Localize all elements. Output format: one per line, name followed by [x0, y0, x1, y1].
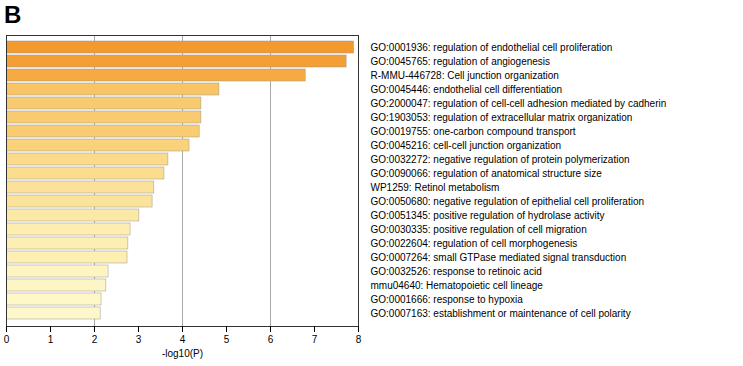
svg-text:GO:2000047: regulation of cell: GO:2000047: regulation of cell-cell adhe…: [371, 98, 667, 109]
svg-text:GO:0019755: one-carbon compoun: GO:0019755: one-carbon compound transpor…: [371, 126, 576, 137]
svg-text:3: 3: [136, 334, 142, 345]
svg-text:GO:0045765: regulation of angi: GO:0045765: regulation of angiogenesis: [371, 56, 551, 67]
svg-text:GO:0032272: negative regulatio: GO:0032272: negative regulation of prote…: [371, 154, 630, 165]
svg-text:GO:0045216: cell-cell junction: GO:0045216: cell-cell junction organizat…: [371, 140, 562, 151]
html-text:B: B: [4, 1, 22, 28]
svg-text:-log10(P): -log10(P): [162, 348, 203, 359]
svg-text:GO:0007163: establishment or m: GO:0007163: establishment or maintenance…: [371, 308, 631, 319]
svg-text:GO:0032526: response to retino: GO:0032526: response to retinoic acid: [371, 266, 542, 277]
svg-text:GO:0090066: regulation of anat: GO:0090066: regulation of anatomical str…: [371, 168, 603, 179]
svg-text:GO:0022604: regulation of cell: GO:0022604: regulation of cell morphogen…: [371, 238, 578, 249]
svg-text:GO:0051345: positive regulatio: GO:0051345: positive regulation of hydro…: [371, 210, 605, 221]
svg-text:GO:0045446: endothelial cell d: GO:0045446: endothelial cell differentia…: [371, 84, 563, 95]
svg-text:GO:0030335: positive regulatio: GO:0030335: positive regulation of cell …: [371, 224, 587, 235]
svg-text:1: 1: [48, 334, 54, 345]
svg-text:2: 2: [92, 334, 98, 345]
svg-text:GO:0001936: regulation of endo: GO:0001936: regulation of endothelial ce…: [371, 42, 613, 53]
svg-text:GO:1903053: regulation of extr: GO:1903053: regulation of extracellular …: [371, 112, 633, 123]
svg-text:5: 5: [224, 334, 230, 345]
svg-text:WP1259: Retinol metabolism: WP1259: Retinol metabolism: [371, 182, 500, 193]
svg-text:R-MMU-446728: Cell junction or: R-MMU-446728: Cell junction organization: [371, 70, 559, 81]
svg-text:4: 4: [180, 334, 186, 345]
svg-text:7: 7: [312, 334, 318, 345]
svg-text:8: 8: [356, 334, 362, 345]
svg-text:GO:0007264: small GTPase media: GO:0007264: small GTPase mediated signal…: [371, 252, 627, 263]
svg-text:GO:0001666: response to hypoxi: GO:0001666: response to hypoxia: [371, 294, 524, 305]
svg-text:6: 6: [268, 334, 274, 345]
svg-text:GO:0050680: negative regulatio: GO:0050680: negative regulation of epith…: [371, 196, 645, 207]
svg-text:0: 0: [4, 334, 10, 345]
svg-text:mmu04640: Hematopoietic cell l: mmu04640: Hematopoietic cell lineage: [371, 280, 544, 291]
